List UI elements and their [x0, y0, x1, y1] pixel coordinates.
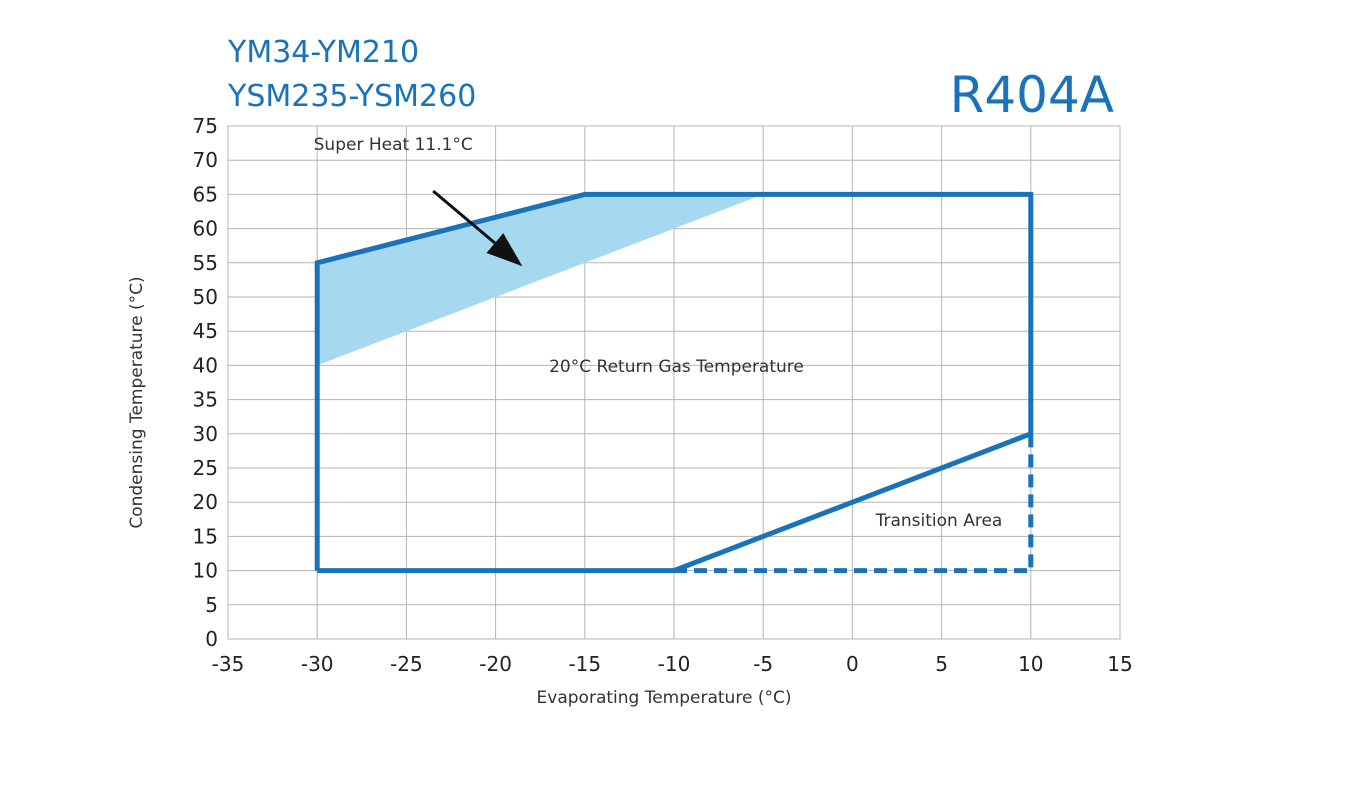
superheat-annotation: Super Heat 11.1°C: [314, 135, 473, 155]
annotations: Super Heat 11.1°C 20°C Return Gas Tempera…: [314, 135, 1003, 531]
x-tick-label: 15: [1107, 652, 1132, 676]
y-tick-label: 50: [193, 285, 218, 309]
y-tick-label: 0: [205, 627, 218, 651]
x-tick-label: 0: [846, 652, 859, 676]
x-tick-label: -20: [479, 652, 512, 676]
transition-area-annotation: Transition Area: [875, 511, 1003, 531]
y-axis-label: Condensing Temperature (°C): [127, 276, 147, 528]
superheat-fill-layer: [317, 194, 764, 366]
transition-area-line: [674, 433, 1034, 574]
superheat-arrow-head: [486, 233, 523, 267]
superheat-arrow-shaft: [432, 189, 496, 245]
x-tick-label: -5: [753, 652, 773, 676]
x-tick-label: -35: [212, 652, 245, 676]
x-tick-label: -10: [658, 652, 691, 676]
x-tick-label: 5: [935, 652, 948, 676]
envelope-line-layer: [314, 189, 1034, 574]
y-tick-label: 35: [193, 388, 218, 412]
x-axis-label: Evaporating Temperature (°C): [537, 688, 792, 708]
y-tick-label: 15: [193, 524, 218, 548]
y-tick-label: 25: [193, 456, 218, 480]
x-tick-label: -30: [301, 652, 334, 676]
y-tick-label: 75: [193, 114, 218, 138]
model-range-title: YM34-YM210: [228, 35, 420, 70]
model-range-subtitle: YSM235-YSM260: [228, 79, 477, 114]
x-tick-label: -15: [568, 652, 601, 676]
x-tick-label: -25: [390, 652, 423, 676]
x-tick-label: 10: [1018, 652, 1043, 676]
y-tick-label: 55: [193, 251, 218, 275]
y-tick-label: 20: [193, 490, 218, 514]
y-tick-label: 45: [193, 319, 218, 343]
return-gas-annotation: 20°C Return Gas Temperature: [549, 357, 804, 377]
superheat-area: [317, 194, 764, 366]
tick-labels: -35 -30 -25 -20 -15 -10 -5 0 5 10 15 0 5 10 15 20 25 30 35…: [193, 114, 1133, 676]
refrigerant-label: R404A: [949, 66, 1114, 124]
y-tick-label: 60: [193, 217, 218, 241]
y-tick-label: 65: [193, 182, 218, 206]
y-tick-label: 10: [193, 559, 218, 583]
y-tick-label: 70: [193, 148, 218, 172]
y-tick-label: 40: [193, 353, 218, 377]
y-tick-label: 30: [193, 422, 218, 446]
y-tick-label: 5: [205, 593, 218, 617]
